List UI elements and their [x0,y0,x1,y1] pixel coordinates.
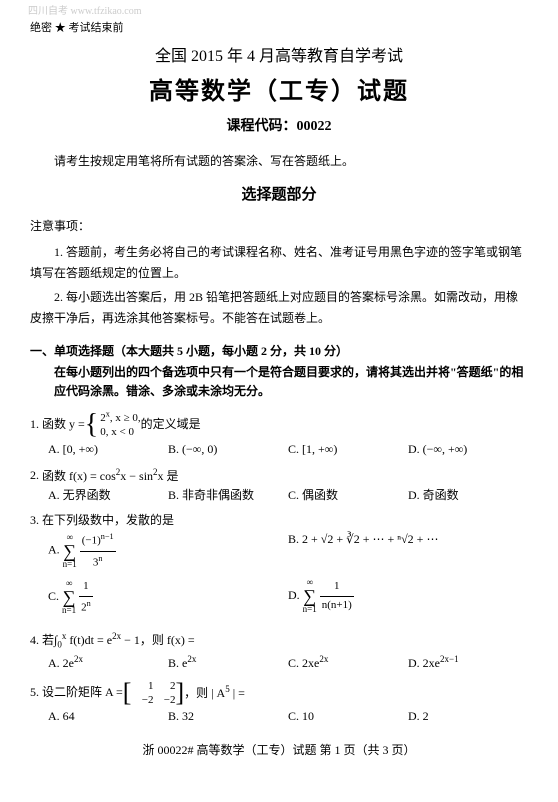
q3-stem: 在下列级数中，发散的是 [42,511,174,530]
q3-opt-c: C. ∞∑n=1 12n [48,578,288,617]
watermark: 四川自考 www.tfzikao.com [28,4,142,20]
notice-label: 注意事项： [30,217,528,236]
page-footer: 浙 00022# 高等数学（工专）试题 第 1 页（共 3 页） [30,741,528,760]
q4-opt-a: A. 2e2x [48,652,168,673]
question-4: 4. 若 ∫0x f(t)dt = e2x − 1 ，则 f(x) = A. 2… [30,629,528,673]
q1-opt-c: C. [1, +∞) [288,440,408,459]
question-3: 3. 在下列级数中，发散的是 A. ∞∑n=1 (−1)n−13n B. 2 +… [30,511,528,623]
q1-piece-bot: 0, x < 0 [100,426,134,438]
q1-piece-top: 2x, x ≥ 0, [100,412,140,424]
q2-opt-b: B. 非奇非偶函数 [168,486,288,505]
course-code: 课程代码：00022 [30,116,528,138]
top-secret: 绝密 ★ 考试结束前 [30,20,528,38]
q1-opt-a: A. [0, +∞) [48,440,168,459]
main-instruction: 请考生按规定用笔将所有试题的答案涂、写在答题纸上。 [30,152,528,171]
q2-opt-a: A. 无界函数 [48,486,168,505]
q4-stem-suffix: ，则 f(x) = [140,631,195,650]
question-5: 5. 设二阶矩阵 A = [ 12 −2−2 ] ，则 | A5 | = A. … [30,679,528,727]
q5-stem-prefix: 设二阶矩阵 A = [42,683,123,702]
q1-opt-b: B. (−∞, 0) [168,440,288,459]
notice-item-1: 1. 答题前，考生务必将自己的考试课程名称、姓名、准考证号用黑色字迹的签字笔或钢… [30,242,528,283]
header-title: 高等数学（工专）试题 [30,73,528,111]
q1-num: 1. [30,415,39,434]
q1-stem-suffix: 的定义域是 [141,415,201,434]
q5-opt-a: A. 64 [48,707,168,726]
q1-piecewise: { 2x, x ≥ 0, 0, x < 0 [85,409,141,439]
q3-opt-b: B. 2 + √2 + ∛2 + ⋯ + ⁿ√2 + ⋯ [288,530,528,572]
header-line1: 全国 2015 年 4 月高等教育自学考试 [30,44,528,70]
q2-num: 2. [30,466,39,485]
q5-opt-d: D. 2 [408,707,528,726]
q4-stem-prefix: 若 [42,631,54,650]
q1-opt-d: D. (−∞, +∞) [408,440,528,459]
q4-opt-b: B. e2x [168,652,288,673]
question-1: 1. 函数 y = { 2x, x ≥ 0, 0, x < 0 的定义域是 A.… [30,409,528,458]
q5-stem-suffix: ，则 | A5 | = [184,682,245,703]
q1-stem-prefix: 函数 y = [42,415,85,434]
q3-opt-d: D. ∞∑n=1 1n(n+1) [288,578,528,617]
q5-opt-b: B. 32 [168,707,288,726]
q3-opt-a: A. ∞∑n=1 (−1)n−13n [48,530,288,572]
q4-num: 4. [30,631,39,650]
q2-stem: 函数 f(x) = cos2x − sin2x 是 [42,465,179,486]
q4-opt-d: D. 2xe2x−1 [408,652,528,673]
q4-opt-c: C. 2xe2x [288,652,408,673]
q3-num: 3. [30,511,39,530]
q4-integral: ∫0x f(t)dt = e2x − 1 [54,629,140,652]
question-2: 2. 函数 f(x) = cos2x − sin2x 是 A. 无界函数 B. … [30,465,528,505]
q2-opt-c: C. 偶函数 [288,486,408,505]
q5-matrix: [ 12 −2−2 ] [123,679,184,708]
section-title: 选择题部分 [30,183,528,207]
part1-heading: 一、单项选择题（本大题共 5 小题，每小题 2 分，共 10 分） [30,342,528,361]
q5-num: 5. [30,683,39,702]
part1-instruction: 在每小题列出的四个备选项中只有一个是符合题目要求的，请将其选出并将"答题纸"的相… [54,363,528,401]
q5-opt-c: C. 10 [288,707,408,726]
notice-item-2: 2. 每小题选出答案后，用 2B 铅笔把答题纸上对应题目的答案标号涂黑。如需改动… [30,287,528,328]
q2-opt-d: D. 奇函数 [408,486,528,505]
